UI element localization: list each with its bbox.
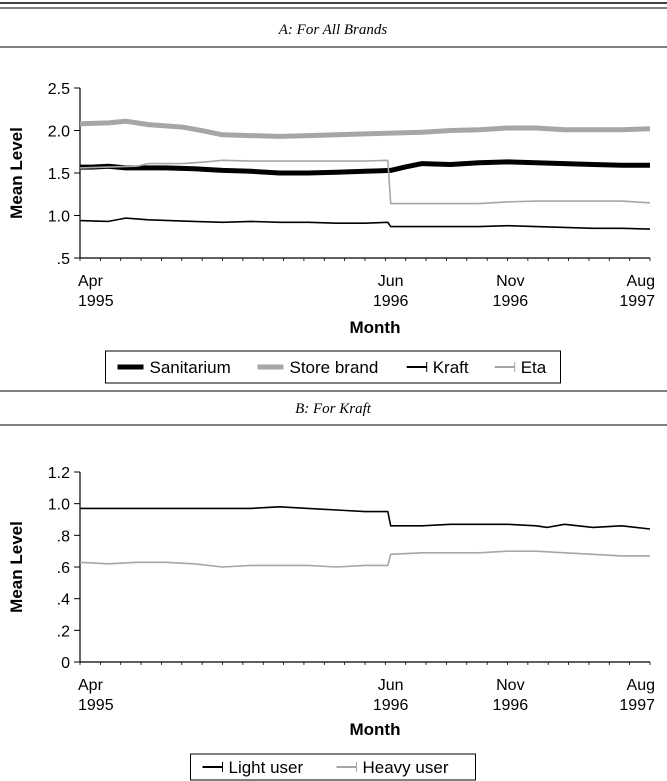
x-tick-label-year: 1996 (373, 293, 409, 310)
x-axis-label: Month (350, 720, 401, 739)
x-tick-label-month: Jun (378, 273, 404, 290)
y-tick-label: .2 (57, 623, 70, 640)
legend-label: Kraft (433, 358, 469, 377)
y-tick-label: 2.5 (48, 81, 70, 98)
x-tick-label-month: Jun (378, 677, 404, 694)
x-tick-label-month: Aug (627, 273, 655, 290)
panel-a-plot: 2.5 2.0 1.5 1.0 .5 Mean Level Apr 1995 Jun 1996 No… (7, 81, 655, 384)
y-tick-label: 1.2 (48, 465, 70, 482)
y-tick-label: .5 (57, 251, 70, 268)
x-tick-label-year: 1997 (619, 697, 655, 714)
panel-b-title: B: For Kraft (295, 401, 372, 417)
series-line-eta (79, 159, 651, 205)
x-tick-label-month: Apr (78, 677, 104, 694)
x-tick-label-year: 1997 (619, 293, 655, 310)
x-tick-label-year: 1995 (78, 293, 114, 310)
y-tick-label: 2.0 (48, 124, 70, 141)
y-tick-label: 0 (61, 655, 70, 672)
series-line-sanitarium (80, 159, 650, 176)
x-tick-label-year: 1996 (493, 293, 529, 310)
y-axis-label: Mean Level (7, 127, 26, 219)
x-tick-label-year: 1996 (373, 697, 409, 714)
legend-label: Sanitarium (150, 358, 231, 377)
y-tick-label: .6 (57, 560, 70, 577)
panel-a-title: A: For All Brands (278, 22, 388, 38)
y-tick-label: 1.0 (48, 497, 70, 514)
series-line-store-brand (79, 118, 651, 139)
series-line-heavy-user (79, 550, 650, 568)
series-line-kraft (79, 217, 651, 230)
panel-b-plot: 1.2 1.0 .8 .6 .4 .2 0 Mean Level Apr 1995 Jun 1996 N… (7, 465, 655, 781)
y-tick-label: .4 (57, 592, 70, 609)
series-line-light-user (80, 505, 651, 530)
x-tick-label-month: Nov (496, 273, 524, 290)
y-tick-label: 1.0 (48, 209, 70, 226)
legend-label: Eta (521, 358, 547, 377)
legend-label: Light user (229, 758, 304, 777)
x-tick-label-year: 1995 (78, 697, 114, 714)
legend-box (105, 350, 561, 384)
y-axis-label: Mean Level (7, 521, 26, 613)
x-tick-label-month: Aug (627, 677, 655, 694)
y-tick-label: .8 (57, 528, 70, 545)
x-tick-label-month: Nov (496, 677, 524, 694)
legend-box (190, 753, 476, 781)
y-tick-label: 1.5 (48, 166, 70, 183)
x-tick-label-year: 1996 (493, 697, 529, 714)
legend-label: Heavy user (363, 758, 449, 777)
x-tick-label-month: Apr (78, 273, 104, 290)
legend-label: Store brand (290, 358, 379, 377)
x-axis-label: Month (350, 318, 401, 337)
